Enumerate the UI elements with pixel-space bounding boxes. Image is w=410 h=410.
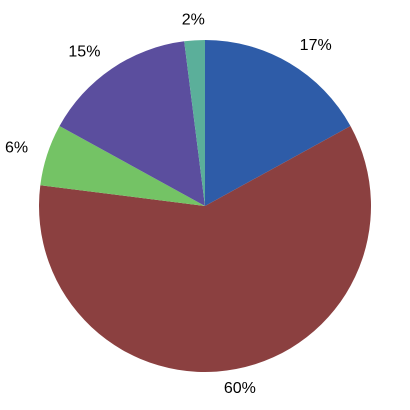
- pie-label-1: 60%: [224, 380, 256, 397]
- pie-label-0: 17%: [300, 37, 332, 54]
- pie-slice-3: [59, 41, 205, 207]
- pie-slices: [39, 40, 372, 372]
- pie-label-3: 15%: [68, 43, 100, 60]
- pie-label-4: 2%: [182, 12, 205, 29]
- pie-slice-2: [40, 126, 206, 206]
- pie-slice-1: [39, 126, 372, 372]
- pie-slice-0: [205, 40, 351, 206]
- pie-labels: 17% 60% 6% 15% 2%: [5, 12, 332, 397]
- pie-slice-4: [184, 40, 205, 206]
- pie-label-2: 6%: [5, 140, 28, 157]
